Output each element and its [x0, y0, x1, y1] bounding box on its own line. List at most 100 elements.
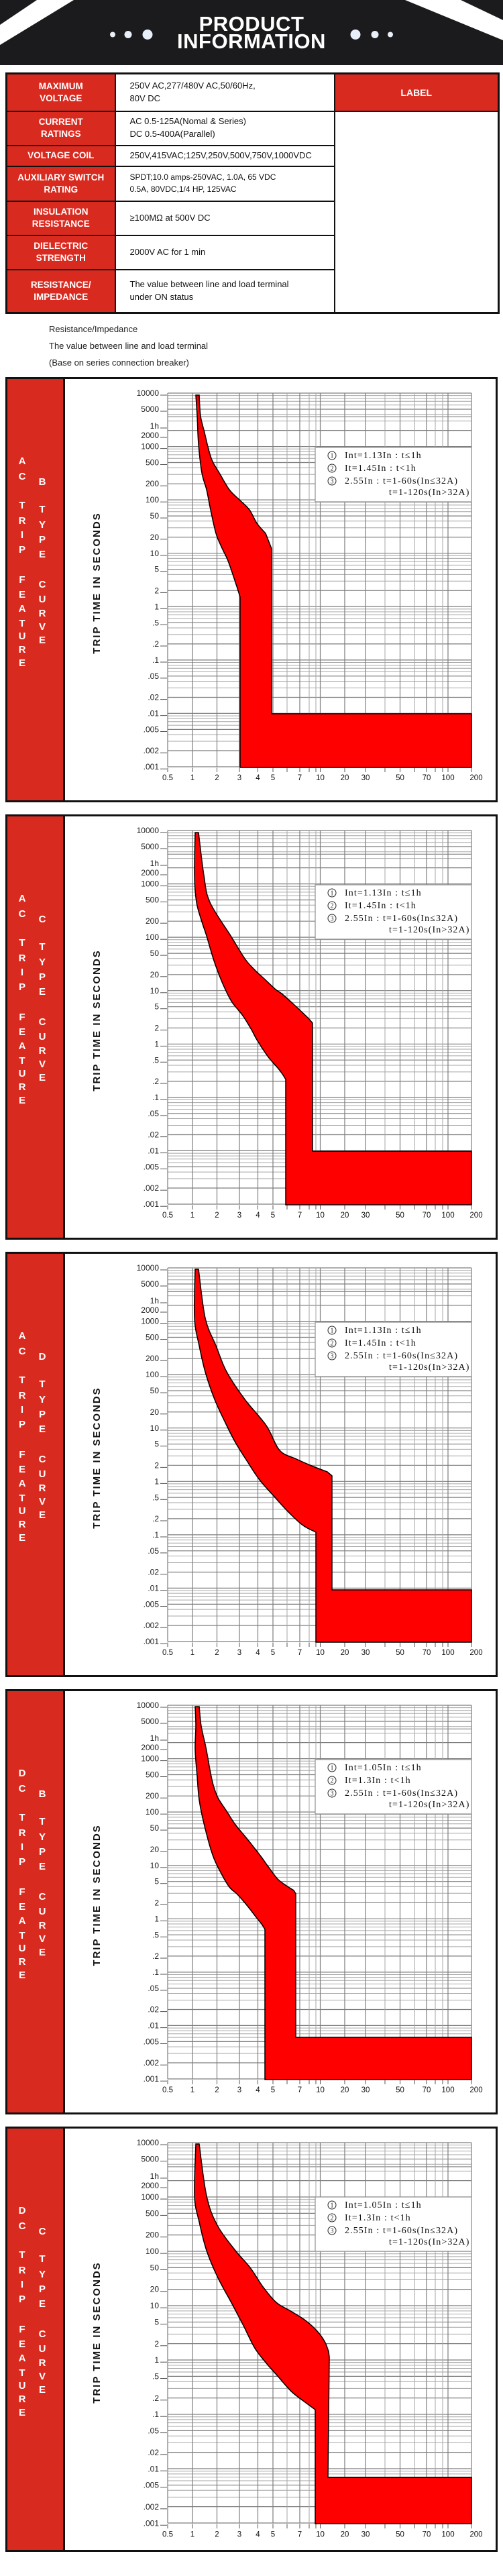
svg-text:R: R — [39, 2357, 46, 2369]
svg-text:P: P — [19, 544, 25, 555]
svg-text:5000: 5000 — [141, 2154, 159, 2163]
svg-text:3: 3 — [331, 1790, 334, 1798]
svg-text:.001: .001 — [144, 1637, 160, 1646]
svg-text:E: E — [19, 1901, 25, 1913]
svg-text:Y: Y — [39, 519, 46, 531]
svg-text:1h: 1h — [150, 1733, 159, 1743]
svg-text:.01: .01 — [148, 1146, 159, 1156]
svg-text:10: 10 — [150, 1424, 160, 1433]
svg-text:E: E — [19, 657, 25, 669]
svg-text:T: T — [19, 2367, 25, 2379]
svg-text:10: 10 — [150, 2301, 160, 2310]
svg-text:1000: 1000 — [141, 2192, 159, 2202]
svg-text:U: U — [39, 1031, 46, 1042]
svg-text:t=1-120s(In>32A): t=1-120s(In>32A) — [389, 1800, 470, 1810]
svg-text:A: A — [19, 1040, 26, 1052]
svg-text:C: C — [39, 2226, 46, 2237]
svg-text:Int=1.05In : t≤1h: Int=1.05In : t≤1h — [345, 2200, 422, 2210]
svg-text:E: E — [39, 986, 46, 998]
svg-text:1: 1 — [331, 1328, 334, 1335]
svg-text:100: 100 — [146, 932, 159, 942]
svg-text:2.55In : t=1-60s(In≤32A): 2.55In : t=1-60s(In≤32A) — [345, 1351, 458, 1361]
svg-text:T: T — [19, 618, 25, 629]
svg-text:TRIP TIME IN SECONDS: TRIP TIME IN SECONDS — [91, 1387, 103, 1528]
svg-text:500: 500 — [146, 896, 159, 905]
svg-text:50: 50 — [150, 1823, 160, 1833]
svg-text:T: T — [19, 1812, 25, 1823]
svg-text:V: V — [39, 1059, 46, 1070]
svg-text:.1: .1 — [152, 1530, 159, 1540]
svg-text:TRIP TIME IN SECONDS: TRIP TIME IN SECONDS — [91, 512, 103, 653]
svg-text:2.55In : t=1-60s(In≤32A): 2.55In : t=1-60s(In≤32A) — [345, 1788, 458, 1799]
svg-text:.1: .1 — [152, 655, 159, 665]
svg-text:10000: 10000 — [137, 1263, 160, 1273]
svg-text:.5: .5 — [152, 1493, 159, 1502]
svg-text:7: 7 — [298, 2530, 302, 2538]
svg-text:.01: .01 — [148, 2464, 159, 2473]
svg-text:50: 50 — [150, 949, 160, 958]
svg-text:2: 2 — [215, 1212, 219, 1220]
svg-text:10: 10 — [316, 2530, 325, 2538]
svg-text:100: 100 — [441, 1212, 454, 1220]
svg-text:1: 1 — [154, 1477, 159, 1486]
svg-text:20: 20 — [341, 774, 349, 782]
svg-text:A: A — [19, 1330, 26, 1342]
svg-text:F: F — [19, 1449, 25, 1460]
svg-text:10000: 10000 — [137, 1701, 160, 1710]
svg-text:10: 10 — [150, 549, 160, 558]
svg-text:E: E — [19, 589, 25, 600]
svg-text:50: 50 — [396, 1212, 404, 1220]
svg-text:200: 200 — [469, 1649, 482, 1657]
svg-text:50: 50 — [396, 774, 404, 782]
svg-text:U: U — [19, 1505, 26, 1517]
svg-text:2.55In : t=1-60s(In≤32A): 2.55In : t=1-60s(In≤32A) — [345, 476, 458, 486]
svg-text:5000: 5000 — [141, 1279, 159, 1289]
svg-text:D: D — [39, 1351, 46, 1362]
svg-text:.005: .005 — [144, 2037, 160, 2047]
svg-text:.2: .2 — [152, 1951, 159, 1961]
svg-text:E: E — [39, 635, 46, 646]
svg-text:.2: .2 — [152, 1077, 159, 1086]
svg-text:.05: .05 — [148, 1546, 159, 1556]
svg-text:100: 100 — [441, 2086, 454, 2094]
svg-text:1: 1 — [154, 1039, 159, 1049]
svg-text:TRIP TIME IN SECONDS: TRIP TIME IN SECONDS — [91, 1824, 103, 1966]
svg-text:2: 2 — [331, 2215, 334, 2222]
svg-text:30: 30 — [361, 2530, 370, 2538]
svg-text:10: 10 — [316, 774, 325, 782]
svg-text:V: V — [39, 2371, 46, 2382]
svg-text:.5: .5 — [152, 618, 159, 627]
svg-text:200: 200 — [469, 2086, 482, 2094]
svg-text:.05: .05 — [148, 1984, 159, 1993]
svg-text:100: 100 — [146, 495, 159, 504]
svg-text:30: 30 — [361, 2086, 370, 2094]
svg-text:2: 2 — [215, 1649, 219, 1657]
svg-text:2: 2 — [154, 2339, 159, 2349]
svg-text:P: P — [19, 1856, 25, 1868]
svg-text:3: 3 — [331, 2228, 334, 2235]
svg-text:5: 5 — [154, 565, 159, 574]
svg-text:5: 5 — [271, 1212, 275, 1220]
svg-text:Y: Y — [39, 1831, 46, 1843]
svg-text:E: E — [39, 1509, 46, 1521]
svg-text:5000: 5000 — [141, 1717, 159, 1726]
svg-text:20: 20 — [150, 970, 160, 979]
svg-text:U: U — [39, 2343, 46, 2355]
svg-text:E: E — [39, 1424, 46, 1435]
svg-text:4: 4 — [256, 2530, 260, 2538]
svg-text:C: C — [39, 2328, 46, 2340]
svg-text:C: C — [39, 1891, 46, 1902]
svg-text:.002: .002 — [144, 1621, 160, 1630]
svg-text:Y: Y — [39, 1394, 46, 1405]
svg-text:100: 100 — [441, 774, 454, 782]
svg-text:F: F — [19, 2324, 25, 2335]
svg-text:T: T — [19, 937, 25, 949]
svg-text:2: 2 — [331, 1778, 334, 1785]
svg-text:R: R — [19, 515, 26, 527]
svg-text:E: E — [39, 1072, 46, 1083]
svg-text:70: 70 — [423, 1212, 431, 1220]
svg-text:C: C — [19, 2220, 26, 2232]
svg-text:.2: .2 — [152, 2394, 159, 2403]
svg-text:T: T — [19, 1055, 25, 1067]
svg-text:5: 5 — [271, 774, 275, 782]
